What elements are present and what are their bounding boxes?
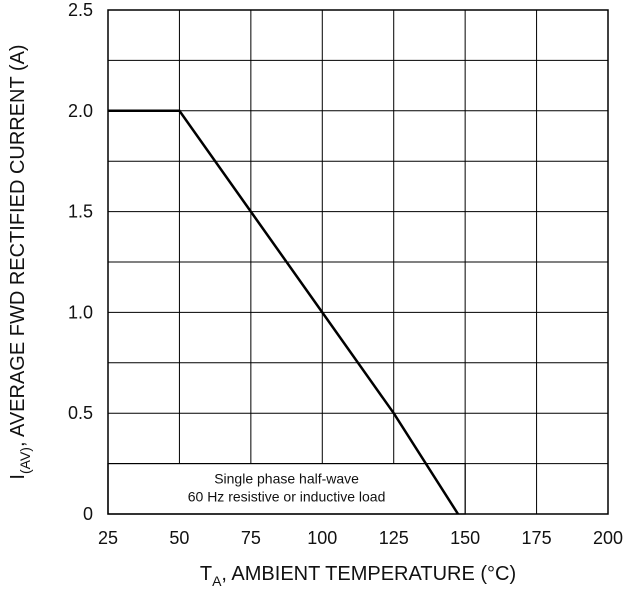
series-line-0 [108, 109, 460, 515]
y-tick-label: 2.5 [68, 0, 93, 20]
x-tick-label: 75 [241, 528, 261, 548]
x-tick-label: 175 [522, 528, 552, 548]
plot-frame [107, 9, 609, 515]
y-axis-label: I(AV), AVERAGE FWD RECTIFIED CURRENT (A) [7, 44, 33, 479]
y-axis-label-main: I [7, 474, 29, 480]
annotation-box [107, 463, 466, 515]
x-tick-label: 100 [307, 528, 337, 548]
y-axis-label-subscript: (AV) [17, 447, 33, 474]
x-tick-label: 125 [379, 528, 409, 548]
x-tick-label: 150 [450, 528, 480, 548]
x-tick-label: 50 [169, 528, 189, 548]
grid [107, 9, 609, 515]
x-axis-label-main: T [200, 563, 212, 585]
x-axis-label-rest: , AMBIENT TEMPERATURE (°C) [221, 563, 516, 585]
x-axis-label: TA, AMBIENT TEMPERATURE (°C) [200, 563, 516, 589]
y-tick-label: 1.0 [68, 302, 93, 322]
y-tick-label: 1.5 [68, 202, 93, 222]
series-group [108, 109, 460, 515]
y-tick-label: 0.5 [68, 403, 93, 423]
x-tick-label: 200 [593, 528, 623, 548]
x-tick-labels: 25 50 75 100 125 150 175 200 [98, 528, 623, 548]
x-axis-label-subscript: A [212, 573, 222, 589]
y-tick-label: 0 [83, 504, 93, 524]
y-axis-label-rest: , AVERAGE FWD RECTIFIED CURRENT (A) [7, 44, 29, 447]
x-tick-label: 25 [98, 528, 118, 548]
annotation-line-1: Single phase half-wave [214, 471, 359, 487]
y-tick-label: 2.0 [68, 101, 93, 121]
y-tick-labels: 0 0.5 1.0 1.5 2.0 2.5 [68, 0, 93, 524]
annotation-line-2: 60 Hz resistive or inductive load [188, 489, 386, 505]
